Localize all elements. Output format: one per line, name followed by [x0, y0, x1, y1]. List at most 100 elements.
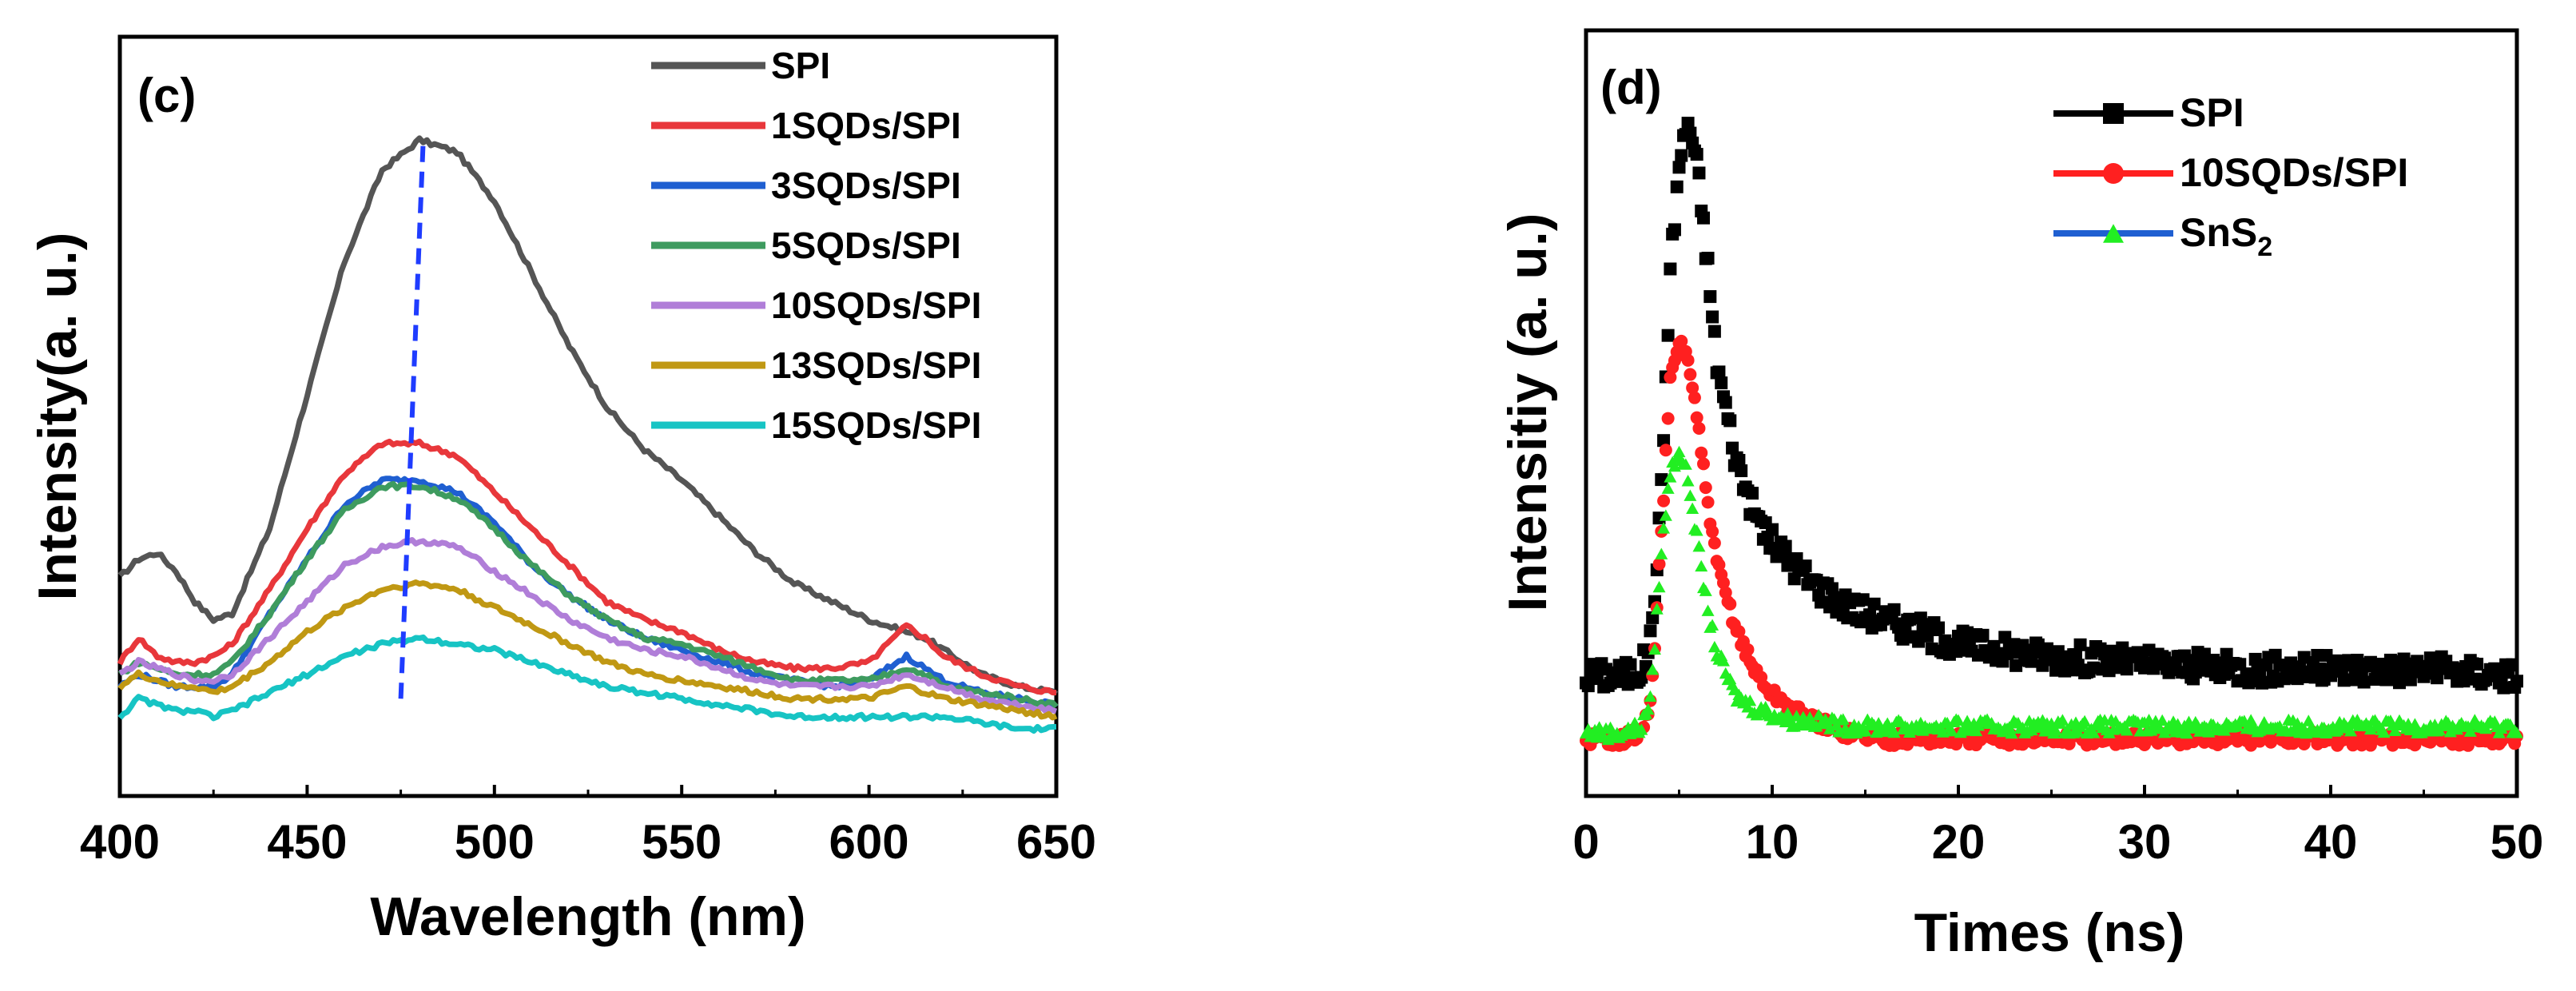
legend-item-3sqds-spi: 3SQDs/SPI	[651, 165, 961, 206]
chart-c-legend: SPI 1SQDs/SPI 3SQDs/SPI 5SQDs/SPI 10SQDs/SPI…	[651, 45, 981, 446]
data-point-triangle	[1655, 547, 1668, 559]
data-point-square	[2510, 675, 2523, 688]
data-point-triangle	[1716, 655, 1730, 667]
data-point-triangle	[1832, 726, 1846, 738]
chart-d-y-axis-title: Intensitiy (a. u.)	[1497, 213, 1558, 612]
data-point-square	[1856, 593, 1870, 607]
data-point-triangle	[2078, 714, 2092, 727]
data-point-square	[1746, 487, 1759, 500]
data-point-triangle	[2377, 726, 2391, 738]
data-point-triangle	[1652, 580, 1666, 593]
chart-d-x-ticks: 0 10 20 30 40 50	[1572, 785, 2543, 869]
data-point-circle	[1657, 494, 1671, 507]
data-point-square	[1668, 223, 1681, 237]
x-tick-label: 30	[2118, 815, 2172, 869]
data-point-circle	[1684, 368, 1697, 381]
legend-label: 13SQDs/SPI	[771, 344, 981, 386]
chart-c-x-axis-title: Wavelength (nm)	[370, 886, 805, 947]
data-point-triangle	[1695, 559, 1708, 572]
x-tick-label: 10	[1746, 815, 1799, 869]
data-point-circle	[1712, 558, 1726, 571]
data-point-square	[2471, 657, 2484, 671]
data-point-circle	[2408, 738, 2422, 752]
x-tick-label: 600	[829, 815, 909, 869]
data-point-triangle	[2049, 724, 2063, 736]
data-point-circle	[1741, 643, 1755, 656]
data-point-triangle	[2244, 714, 2258, 726]
series-line-13sqds-spi	[117, 579, 1058, 721]
data-point-square	[1766, 523, 1779, 536]
data-point-circle	[1697, 457, 1711, 471]
data-point-triangle	[1661, 482, 1675, 494]
data-point-square	[1692, 166, 1706, 180]
x-tick-label: 50	[2491, 815, 2544, 869]
data-point-triangle	[1635, 723, 1648, 735]
data-point-triangle	[1679, 458, 1692, 470]
legend-label: 5SQDs/SPI	[771, 225, 961, 266]
data-point-circle	[1686, 381, 1699, 395]
legend-label: SPI	[2180, 90, 2244, 135]
data-point-circle	[1695, 446, 1708, 460]
data-point-triangle	[1692, 539, 1706, 552]
series-line-10sqds-spi	[118, 537, 1058, 714]
legend-label: 1SQDs/SPI	[771, 105, 961, 146]
legend-label: 10SQDs/SPI	[771, 285, 981, 326]
x-tick-label: 500	[455, 815, 535, 869]
data-point-circle	[2138, 738, 2151, 751]
data-point-triangle	[1672, 445, 1686, 458]
data-point-square	[2506, 658, 2519, 671]
data-point-triangle	[1952, 714, 1965, 726]
data-point-triangle	[2343, 724, 2357, 737]
chart-d-legend: SPI 10SQDs/SPI SnS2	[2053, 90, 2408, 262]
chart-c-panel-label: (c)	[137, 69, 196, 122]
data-point-triangle	[2302, 714, 2316, 726]
data-point-square	[1646, 611, 1660, 624]
data-point-circle	[1723, 597, 1737, 611]
data-point-circle	[1706, 525, 1719, 539]
data-point-square	[1902, 612, 1916, 626]
data-point-square	[2268, 648, 2282, 662]
chart-c-y-axis-title: Intensity(a. u.)	[27, 233, 88, 601]
data-point-square	[1715, 376, 1728, 390]
data-point-square	[1735, 464, 1748, 478]
data-point-square	[1681, 117, 1695, 130]
series-line-5sqds-spi	[117, 480, 1059, 709]
data-point-square	[1701, 252, 1715, 265]
data-point-square	[1661, 328, 1675, 342]
data-point-triangle	[1650, 603, 1664, 615]
data-point-square	[2120, 663, 2133, 676]
data-point-triangle	[1644, 690, 1657, 702]
chart-c-x-ticks: 400 450 500 550 600 650	[80, 785, 1096, 869]
data-point-square	[1707, 324, 1721, 338]
data-point-circle	[2103, 163, 2124, 184]
data-point-square	[1887, 603, 1901, 616]
data-point-square	[1726, 441, 1739, 455]
data-point-circle	[1699, 481, 1712, 495]
data-point-circle	[1690, 411, 1703, 424]
data-point-triangle	[1887, 726, 1901, 738]
data-point-triangle	[2408, 718, 2422, 730]
data-point-square	[1976, 628, 1990, 642]
legend-item-10sqds-spi: 10SQDs/SPI	[2053, 150, 2408, 195]
legend-label: 10SQDs/SPI	[2180, 150, 2408, 195]
data-point-square	[1635, 671, 1648, 684]
chart-d: 0 10 20 30 40 50 (d) SPI 10SQDs/SPI SnS2 Times …	[1497, 28, 2543, 963]
data-point-triangle	[1641, 702, 1655, 715]
x-tick-label: 0	[1572, 815, 1599, 869]
data-point-circle	[1732, 625, 1746, 639]
data-point-square	[2103, 103, 2124, 124]
data-point-triangle	[1628, 716, 1642, 729]
legend-item-spi: SPI	[651, 45, 830, 86]
peak-shift-guide-line	[398, 139, 426, 699]
data-point-triangle	[1699, 584, 1712, 596]
data-point-square	[1672, 161, 1686, 174]
legend-label: 3SQDs/SPI	[771, 165, 961, 206]
legend-item-sns2: SnS2	[2053, 210, 2272, 262]
legend-item-13sqds-spi: 13SQDs/SPI	[651, 344, 981, 386]
legend-item-10sqds-spi: 10SQDs/SPI	[651, 285, 981, 326]
data-point-square	[1664, 262, 1677, 276]
chart-d-panel-label: (d)	[1600, 61, 1662, 114]
x-tick-label: 450	[267, 815, 347, 869]
data-point-triangle	[2510, 726, 2523, 738]
x-tick-label: 550	[642, 815, 722, 869]
